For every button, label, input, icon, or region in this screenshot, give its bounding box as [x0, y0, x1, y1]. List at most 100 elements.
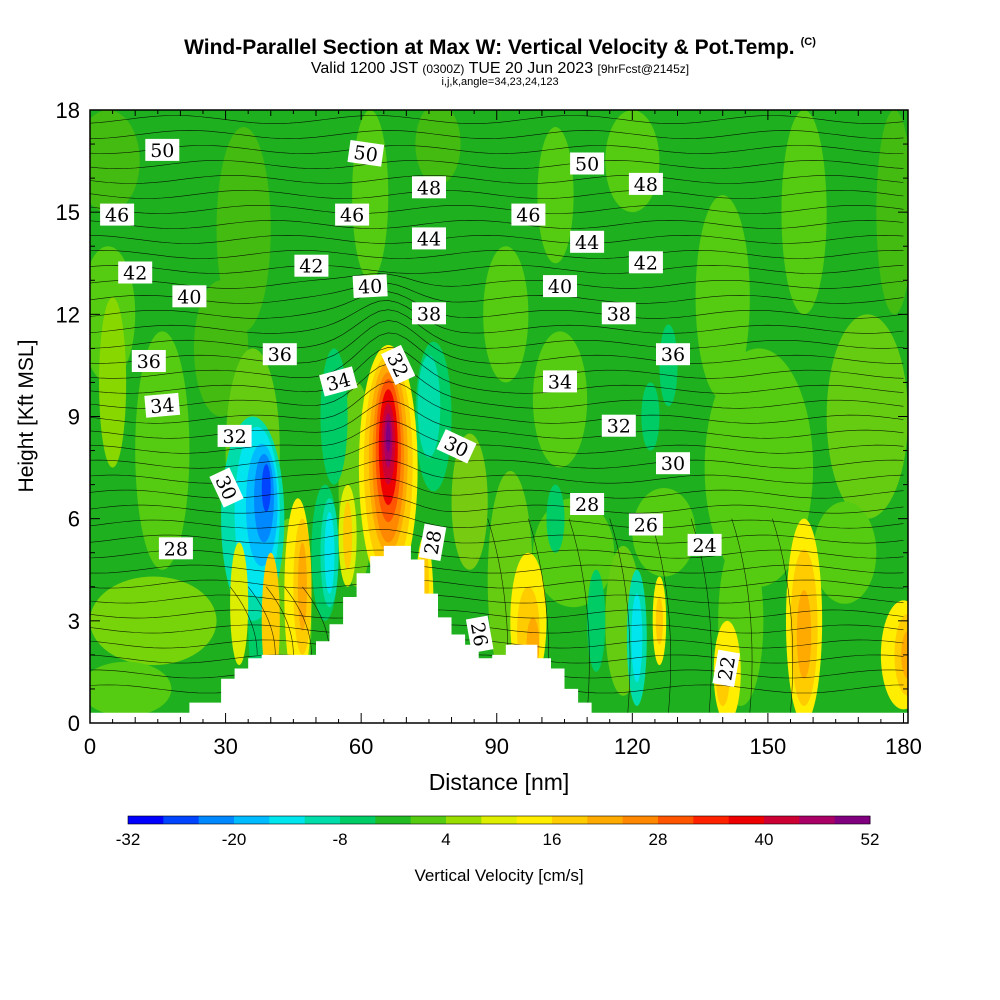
x-tick-label: 120: [614, 734, 651, 759]
theta-label-box: [511, 203, 546, 226]
colorbar-swatch: [446, 816, 482, 824]
theta-label-box: [100, 203, 135, 226]
colorbar-swatch: [340, 816, 376, 824]
theta-label-box: [601, 302, 636, 325]
velocity-patch: [587, 569, 606, 672]
y-tick-label: 3: [68, 609, 80, 634]
colorbar-swatch: [163, 816, 200, 824]
theta-label: 26: [465, 615, 494, 653]
velocity-patch: [386, 421, 391, 453]
colorbar-tick-label: 28: [649, 830, 668, 849]
colorbar-swatch: [234, 816, 270, 824]
velocity-patch: [135, 331, 190, 570]
theta-label-box: [412, 176, 446, 199]
theta-label-box: [628, 251, 663, 274]
theta-label: 28: [158, 537, 193, 560]
theta-label-box: [543, 275, 577, 298]
theta-label-box: [347, 140, 385, 167]
velocity-patch: [343, 501, 353, 570]
theta-label: 46: [511, 203, 546, 227]
velocity-patch: [695, 195, 750, 400]
velocity-patch: [324, 511, 335, 594]
theta-labels: 50 50 50 48 48 46 46 46 44 44 42 42 42 40 40 40 38 38 36 36…: [100, 138, 740, 687]
theta-label-text: 36: [137, 351, 161, 373]
theta-label-box: [335, 203, 370, 226]
theta-label-box: [465, 615, 494, 653]
colorbar-swatch: [764, 816, 800, 824]
velocity-patch: [641, 382, 660, 451]
isentrope-line: [266, 586, 294, 655]
subtitle-valid: Valid 1200 JST: [310, 60, 418, 77]
isentrope-line: [90, 145, 904, 154]
theta-label-text: 40: [177, 286, 201, 308]
theta-label: 38: [601, 302, 636, 325]
theta-label: 30: [436, 429, 477, 464]
theta-label-text: 38: [417, 303, 441, 325]
theta-label-box: [656, 343, 690, 366]
colorbar-label: Vertical Velocity [cm/s]: [414, 866, 583, 885]
y-tick-label: 0: [68, 711, 80, 736]
colorbar-tick-label: 52: [861, 830, 880, 849]
colorbar-swatch: [693, 816, 730, 824]
isentrope-line: [90, 190, 904, 199]
x-tick-label: 0: [84, 734, 96, 759]
colorbar-swatch: [516, 816, 553, 824]
isentrope-line: [90, 624, 904, 634]
colorbar-tick-label: -20: [222, 830, 247, 849]
isentrope-line: [90, 528, 904, 544]
isentrope-line: [609, 518, 631, 713]
theta-label-box: [687, 533, 722, 556]
isentrope-line: [90, 160, 904, 169]
theta-label-text: 34: [149, 394, 175, 418]
theta-label-text: 32: [223, 426, 247, 448]
velocity-patch: [415, 110, 461, 185]
velocity-patch: [90, 576, 217, 666]
theta-label-box: [412, 227, 446, 250]
x-tick-label: 180: [885, 734, 922, 759]
theta-label: 34: [319, 366, 358, 397]
theta-label: 42: [294, 254, 329, 278]
theta-label: 46: [335, 203, 370, 227]
x-tick-label: 60: [349, 734, 373, 759]
isentrope-line: [90, 549, 904, 559]
theta-label: 44: [570, 230, 605, 254]
isentrope-line: [90, 309, 904, 349]
chart-subtitle-indices: i,j,k,angle=34,23,24,123: [441, 76, 559, 88]
isentrope-line: [568, 518, 590, 713]
velocity-patch: [813, 501, 877, 604]
isentrope-line: [90, 101, 904, 109]
isentrope-line: [90, 495, 904, 514]
isentrope-line: [90, 273, 904, 289]
isentrope-line: [90, 579, 904, 589]
velocity-patch: [99, 297, 127, 468]
theta-label: 42: [628, 251, 663, 274]
chart-subtitle: Valid 1200 JST (0300Z) TUE 20 Jun 2023 […: [0, 60, 1000, 78]
isentrope-line: [90, 130, 904, 139]
theta-label-box: [172, 285, 207, 308]
theta-label-text: 40: [358, 275, 383, 298]
isentrope-line: [90, 300, 904, 334]
theta-label-text: 42: [634, 252, 658, 274]
colorbar-frame: [127, 815, 871, 825]
theta-label: 48: [628, 172, 663, 196]
theta-label-text: 36: [268, 344, 292, 366]
velocity-patch: [90, 661, 172, 717]
isentrope-line: [90, 420, 904, 454]
theta-label: 34: [543, 370, 577, 393]
theta-label-text: 50: [575, 154, 599, 176]
theta-label-text: 22: [714, 655, 740, 683]
colorbar-swatch: [198, 816, 235, 824]
isentrope-line: [650, 518, 672, 713]
theta-label: 36: [656, 343, 690, 366]
theta-label-text: 34: [548, 371, 572, 393]
isentrope-line: [90, 594, 904, 604]
theta-label-text: 46: [105, 205, 129, 227]
theta-label: 28: [418, 523, 446, 561]
colorbar-swatch: [622, 816, 659, 824]
theta-label: 34: [144, 392, 181, 418]
theta-label-box: [656, 452, 690, 475]
isentrope-line: [90, 282, 904, 304]
isentrope-line: [731, 518, 753, 713]
colorbar-swatch: [658, 816, 694, 824]
